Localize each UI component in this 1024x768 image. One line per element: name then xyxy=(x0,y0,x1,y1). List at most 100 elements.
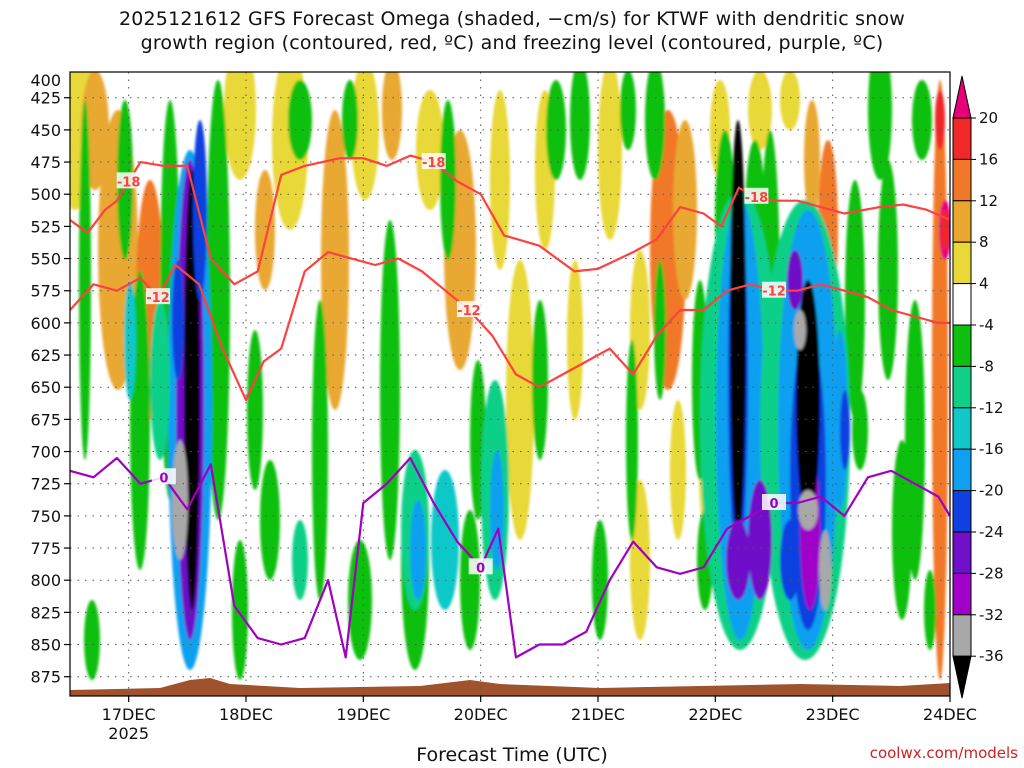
contour-label-dgz_minus18-1: -18 xyxy=(422,156,446,171)
colorbar-box-12 xyxy=(952,614,972,657)
contour-label-bg-dgz_minus12-2 xyxy=(762,281,786,298)
shade-patch-15 xyxy=(567,260,583,420)
shade-patch-53 xyxy=(626,340,638,540)
colorbar-box-4 xyxy=(952,283,972,326)
plot-frame xyxy=(69,71,951,697)
colorbar-box-0 xyxy=(952,117,972,160)
chart-title-line-2: growth region (contoured, red, ºC) and f… xyxy=(140,32,884,54)
y-tick-label-425: 425 xyxy=(30,89,61,108)
contour-label-dgz_minus12-0: -12 xyxy=(146,291,170,306)
shade-patch-37 xyxy=(247,330,263,490)
y-tick-label-850: 850 xyxy=(30,636,61,655)
colorbar-label-9: -20 xyxy=(979,482,1004,500)
y-tick-label-575: 575 xyxy=(30,282,61,301)
shade-patch-8 xyxy=(351,72,379,200)
y-tick-label-725: 725 xyxy=(30,475,61,494)
shade-patch-100 xyxy=(150,300,170,460)
shade-patch-13 xyxy=(506,260,534,540)
colorbar-label-13: -36 xyxy=(979,647,1004,665)
contour-label-bg-dgz_minus18-0 xyxy=(116,172,141,189)
shade-patch-74 xyxy=(172,260,184,380)
colorbar-box-5 xyxy=(952,324,972,367)
colorbar-box-3 xyxy=(952,241,972,285)
colorbar-label-8: -16 xyxy=(979,440,1004,458)
shade-patch-98 xyxy=(292,520,308,600)
y-tick-label-875: 875 xyxy=(30,668,61,687)
shade-patch-50 xyxy=(570,72,590,180)
shade-patch-39 xyxy=(288,80,312,160)
shade-patch-22 xyxy=(748,72,772,150)
contour-label-bg-dgz_minus18-1 xyxy=(421,153,446,170)
contour-label-bg-freezing_level_0-2 xyxy=(762,494,786,511)
colorbar-label-10: -24 xyxy=(979,523,1004,541)
shade-patch-99 xyxy=(124,280,136,400)
contour-label-bg-dgz_minus18-2 xyxy=(744,187,769,204)
shade-patch-79 xyxy=(726,520,750,600)
shade-patch-66 xyxy=(912,80,932,160)
contour-label-bg-freezing_level_0-1 xyxy=(468,558,493,575)
shade-patch-101 xyxy=(935,90,945,150)
shade-patch-29 xyxy=(670,400,686,540)
colorbar-label-1: 16 xyxy=(979,150,998,168)
colorbar-bottom-triangle xyxy=(952,655,972,699)
shade-patch-90 xyxy=(780,520,800,600)
x-tick-label-17: 17DEC xyxy=(102,705,156,724)
shade-patch-78 xyxy=(730,120,746,540)
shade-patch-4 xyxy=(224,72,256,180)
x-tick-label-22: 22DEC xyxy=(688,705,742,724)
shade-patch-41 xyxy=(342,80,358,160)
x-axis-label: Forecast Time (UTC) xyxy=(416,744,608,766)
shade-patch-52 xyxy=(620,72,636,150)
colorbar-label-7: -12 xyxy=(979,399,1004,417)
shade-patch-87 xyxy=(787,250,803,310)
contour-label-freezing_level_0-0: 0 xyxy=(159,471,168,486)
contour-label-bg-dgz_minus12-1 xyxy=(456,301,481,318)
shade-patch-54 xyxy=(645,72,665,180)
y-axis: 425 450 475 500 525 550 575 600 625 650 675 700 725 7… xyxy=(30,71,70,687)
x-tick-label-18: 18DEC xyxy=(219,705,273,724)
shade-patch-92 xyxy=(840,390,850,470)
shade-patch-49 xyxy=(546,80,566,180)
shade-patch-23 xyxy=(780,72,800,130)
shade-patch-97 xyxy=(431,470,459,610)
shade-patch-12 xyxy=(490,90,510,270)
colorbar-label-12: -32 xyxy=(979,606,1004,624)
shade-patch-86 xyxy=(794,310,806,350)
shade-patch-38 xyxy=(260,460,280,580)
y-tick-label-475: 475 xyxy=(30,153,61,172)
contour-label-freezing_level_0-2: 0 xyxy=(769,497,778,512)
y-tick-label-825: 825 xyxy=(30,603,61,622)
y-tick-label-625: 625 xyxy=(30,346,61,365)
terrain-area xyxy=(70,678,950,696)
y-tick-label-600: 600 xyxy=(30,314,61,333)
shade-patch-55 xyxy=(654,260,666,400)
colorbar-box-8 xyxy=(952,448,972,492)
shade-patch-67 xyxy=(924,570,936,650)
y-tick-label-525: 525 xyxy=(30,217,61,236)
shade-patch-94 xyxy=(410,500,426,600)
y-tick-label-500: 500 xyxy=(30,185,61,204)
contour-dgz_minus12 xyxy=(70,251,950,402)
contour-label-freezing_level_0-1: 0 xyxy=(476,561,485,576)
y-tick-label-650: 650 xyxy=(30,378,61,397)
contour-label-dgz_minus12-2: -12 xyxy=(762,285,786,300)
colorbar-box-11 xyxy=(952,572,972,616)
colorbar-box-7 xyxy=(952,407,972,450)
contour-label-bg-freezing_level_0-0 xyxy=(151,468,176,485)
x-tick-label-19: 19DEC xyxy=(336,705,390,724)
shade-patch-9 xyxy=(382,72,402,160)
contour-freezing_level_0 xyxy=(70,456,950,659)
contour-label-bg-dgz_minus12-0 xyxy=(146,288,170,305)
shade-patch-102 xyxy=(941,210,949,250)
shade-patch-62 xyxy=(868,72,892,180)
x-tick-label-23: 23DEC xyxy=(806,705,860,724)
shade-patch-40 xyxy=(312,300,328,600)
shade-patch-51 xyxy=(592,520,608,640)
shade-patch-30 xyxy=(79,100,91,460)
shade-patch-25 xyxy=(804,100,820,220)
y-tick-label-750: 750 xyxy=(30,507,61,526)
colorbar-top-triangle xyxy=(952,75,972,119)
shade-patch-31 xyxy=(84,600,100,680)
